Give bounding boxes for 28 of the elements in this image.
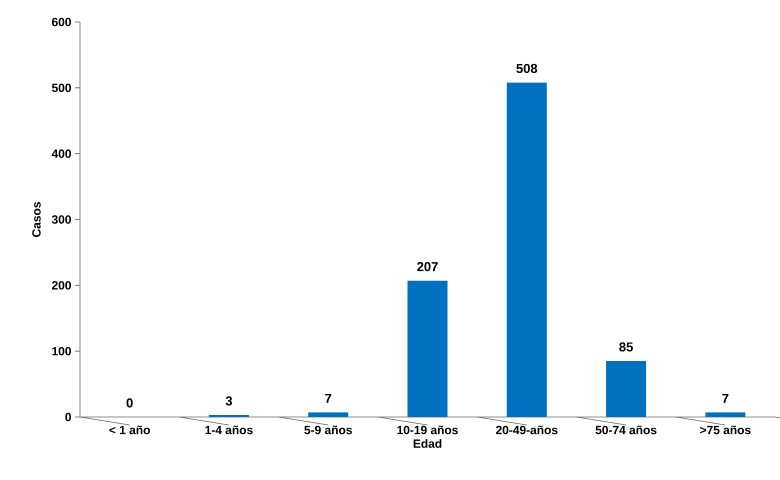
x-tick-label: >75 años bbox=[700, 426, 751, 434]
y-tick-label: 200 bbox=[52, 281, 71, 290]
data-label: 7 bbox=[722, 394, 728, 403]
bar bbox=[606, 361, 646, 417]
data-label: 508 bbox=[516, 64, 538, 74]
data-label: 7 bbox=[325, 394, 332, 403]
bar bbox=[308, 412, 348, 417]
x-tick-label: 10-19 años bbox=[397, 426, 458, 434]
y-axis-title: Casos bbox=[32, 202, 41, 237]
data-label: 3 bbox=[226, 396, 232, 406]
y-tick-label: 100 bbox=[52, 346, 71, 356]
y-tick-label: 0 bbox=[65, 412, 71, 422]
x-tick-label: 5-9 años bbox=[304, 426, 352, 434]
data-label: 85 bbox=[619, 342, 633, 352]
bar bbox=[408, 280, 448, 417]
x-tick-label: 20-49-años bbox=[496, 426, 558, 434]
y-tick-label: 500 bbox=[52, 84, 71, 92]
bar bbox=[506, 82, 547, 417]
x-tick-label: 1-4 años bbox=[205, 426, 253, 434]
y-tick-label: 300 bbox=[52, 215, 71, 224]
y-tick-label: 400 bbox=[52, 149, 71, 158]
data-label: 0 bbox=[126, 398, 133, 408]
x-tick-label: < 1 año bbox=[109, 426, 150, 434]
data-label: 207 bbox=[417, 262, 438, 272]
x-axis-title: Edad bbox=[414, 439, 442, 448]
bar bbox=[705, 412, 746, 417]
y-tick-label: 600 bbox=[52, 18, 71, 26]
x-tick-label: 50-74 años bbox=[596, 426, 656, 434]
